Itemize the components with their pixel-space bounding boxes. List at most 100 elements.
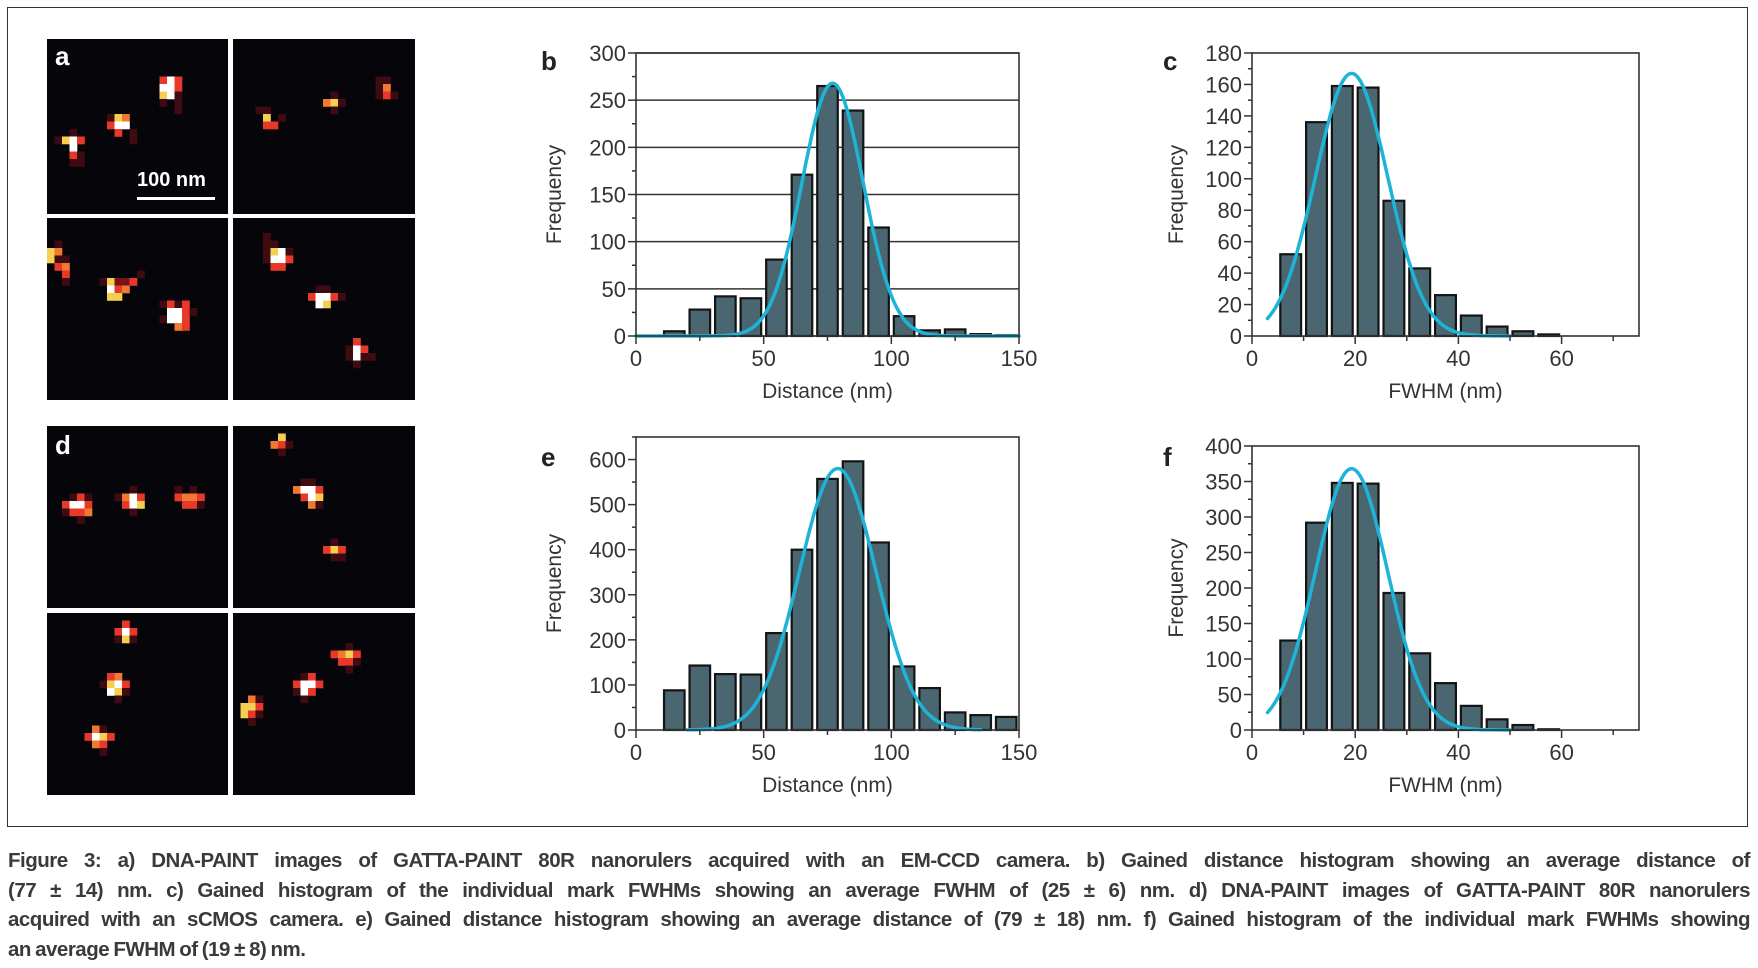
image-pixel [293,680,301,689]
image-pixel [293,688,301,696]
image-pixel [315,493,324,502]
image-pixel [167,84,175,92]
image-pixel [92,733,100,741]
fluorescence-spots [270,433,346,562]
x-axis-label: FWHM (nm) [1388,380,1502,403]
image-pixel [308,680,316,689]
image-pixel [345,665,354,674]
image-pixel [308,501,316,509]
image-pixel [330,553,339,562]
image-pixel [69,501,78,509]
image-pixel [330,546,339,554]
image-pixel [330,650,339,659]
image-pixel [323,546,331,554]
image-pixel [338,99,346,107]
image-pixel [330,538,339,547]
microscopy-image-d-2 [233,426,415,608]
image-pixel [330,106,339,115]
histogram-e: e 0 100 200 300 400 500 600 0 50 100 150 Distance (n… [541,436,1037,797]
image-pixel [114,673,123,681]
y-tick-label: 500 [589,493,626,518]
image-pixel [353,338,361,346]
image-pixel [375,84,384,92]
image-pixel [174,76,183,85]
image-pixel [300,486,309,494]
y-tick-label: 250 [1205,541,1242,566]
y-tick-label: 0 [614,718,626,743]
image-pixel [255,106,264,115]
y-tick-label: 300 [589,41,626,66]
microscopy-image-a-1: a 100 nm [47,39,228,214]
fluorescence-spots [255,76,399,130]
image-pixel [69,136,78,145]
image-pixel [353,353,361,361]
panel-label-d: d [55,430,71,460]
image-pixel [248,703,256,711]
image-pixel [182,493,190,502]
image-pixel [107,673,115,681]
y-tick-label: 200 [589,135,626,160]
image-pixel [54,263,63,271]
image-pixel [107,285,115,294]
x-axis-label: Distance (nm) [762,380,893,403]
image-pixel [129,501,138,509]
image-pixel [278,441,286,449]
image-pixel [114,635,123,644]
image-pixel [300,478,309,487]
image-pixel [174,91,183,100]
x-tick-label: 20 [1343,346,1367,371]
histogram-bar [816,477,839,732]
y-tick-label: 150 [1205,612,1242,637]
image-pixel [383,84,391,92]
fluorescence-spots [47,240,198,331]
image-pixel [278,433,286,442]
image-pixel [69,159,78,167]
caption-line: Figure 3: a) DNA-PAINT images of GATTA-P… [8,849,1751,872]
image-pixel [122,493,130,502]
x-tick-label: 50 [751,346,775,371]
y-tick-label: 120 [1205,135,1242,160]
image-pixel [107,278,115,286]
image-pixel [338,650,346,659]
image-pixel [368,353,376,361]
image-pixel [77,493,85,502]
panel-label-e: e [541,442,555,472]
image-pixel [92,740,100,749]
gaussian-fit-curve [1265,71,1512,338]
image-pixel [255,695,264,704]
image-pixel [263,121,271,130]
image-pixel [390,91,399,100]
microscopy-image-a-3 [47,218,228,400]
image-pixel [69,144,78,152]
image-pixel [99,680,108,689]
image-pixel [77,136,85,145]
image-pixel [114,680,123,689]
image-pixel [114,493,123,502]
image-pixel [345,353,354,361]
image-pixel [107,121,115,130]
image-pixel [189,493,198,502]
image-pixel [99,278,108,286]
fluorescence-spots [54,76,183,167]
image-pixel [122,278,130,286]
image-pixel [47,255,55,264]
y-tick-label: 100 [589,673,626,698]
image-pixel [129,493,138,502]
image-pixel [159,99,168,107]
image-pixel [300,673,309,681]
image-pixel [323,99,331,107]
image-pixel [285,441,294,449]
x-tick-label: 100 [873,346,910,371]
image-pixel [189,486,198,494]
image-pixel [315,486,324,494]
y-tick-label: 200 [1205,576,1242,601]
image-pixel [315,501,324,509]
image-pixel [137,493,145,502]
histogram-bar [867,541,890,732]
panel-label-c: c [1163,46,1177,76]
image-pixel [99,740,108,749]
panel-label-a: a [55,41,70,71]
image-pixel [278,114,286,122]
image-pixel [84,501,93,509]
